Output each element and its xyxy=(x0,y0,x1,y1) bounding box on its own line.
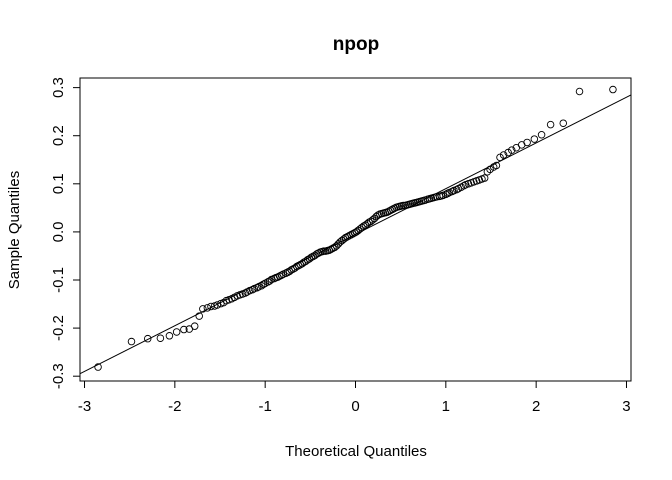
y-tick-label: 0.0 xyxy=(50,221,67,242)
data-point xyxy=(314,249,323,257)
data-point xyxy=(253,283,261,292)
data-point xyxy=(156,334,165,342)
data-points xyxy=(94,85,617,371)
data-point xyxy=(259,280,268,289)
data-point xyxy=(172,328,181,336)
chart-title: npop xyxy=(333,34,379,55)
data-point xyxy=(190,322,199,330)
data-point xyxy=(492,161,501,170)
data-point xyxy=(609,85,617,94)
data-point xyxy=(530,135,539,143)
reference-line xyxy=(79,94,632,375)
data-point xyxy=(349,230,357,238)
data-point xyxy=(265,277,274,285)
data-point xyxy=(537,131,546,139)
y-tick-label: -0.2 xyxy=(50,315,67,341)
y-tick-label: 0.3 xyxy=(50,77,67,98)
data-point xyxy=(195,312,203,320)
data-point xyxy=(390,204,399,213)
x-axis: -3 -2 -1 0 1 2 3 xyxy=(78,380,631,415)
data-point xyxy=(180,325,188,334)
data-point xyxy=(143,334,152,343)
data-point xyxy=(442,190,450,199)
data-point xyxy=(443,189,452,198)
data-point xyxy=(559,119,568,127)
data-point xyxy=(275,272,284,280)
x-tick-label: 1 xyxy=(442,398,450,415)
y-tick-label: 0.1 xyxy=(50,173,67,194)
x-tick-label: -2 xyxy=(168,398,181,415)
data-point xyxy=(399,201,408,210)
data-point xyxy=(546,120,555,129)
x-tick-label: -3 xyxy=(78,398,91,415)
x-tick-label: 0 xyxy=(351,398,359,415)
data-point xyxy=(277,271,286,279)
data-point xyxy=(327,245,335,253)
data-point xyxy=(452,185,461,194)
y-tick-label: -0.1 xyxy=(50,267,67,293)
y-tick-label: -0.3 xyxy=(50,363,67,389)
data-point xyxy=(294,261,303,270)
data-point xyxy=(448,187,456,196)
data-point xyxy=(460,181,468,190)
data-point xyxy=(499,151,508,159)
y-axis-label: Sample Quantiles xyxy=(6,171,23,289)
data-point xyxy=(282,269,290,278)
x-axis-label: Theoretical Quantiles xyxy=(285,443,427,460)
data-point xyxy=(575,87,584,96)
x-tick-label: 3 xyxy=(622,398,630,415)
x-tick-label: -1 xyxy=(259,398,272,415)
data-point xyxy=(483,168,492,176)
data-point xyxy=(320,247,328,255)
y-axis: -0.3 -0.2 -0.1 0.0 0.1 0.2 0.3 xyxy=(50,77,81,389)
data-point xyxy=(523,138,531,147)
y-tick-label: 0.2 xyxy=(50,125,67,146)
data-point xyxy=(199,305,207,313)
data-point xyxy=(248,285,257,294)
data-point xyxy=(127,337,136,346)
data-point xyxy=(287,266,296,274)
data-point xyxy=(307,253,315,262)
data-point xyxy=(203,304,212,312)
data-point xyxy=(508,146,516,154)
x-tick-label: 2 xyxy=(532,398,540,415)
data-point xyxy=(94,363,102,371)
data-point xyxy=(480,174,489,182)
data-point xyxy=(213,301,222,309)
data-point xyxy=(374,211,382,219)
data-point xyxy=(241,289,250,297)
data-point xyxy=(165,332,174,340)
